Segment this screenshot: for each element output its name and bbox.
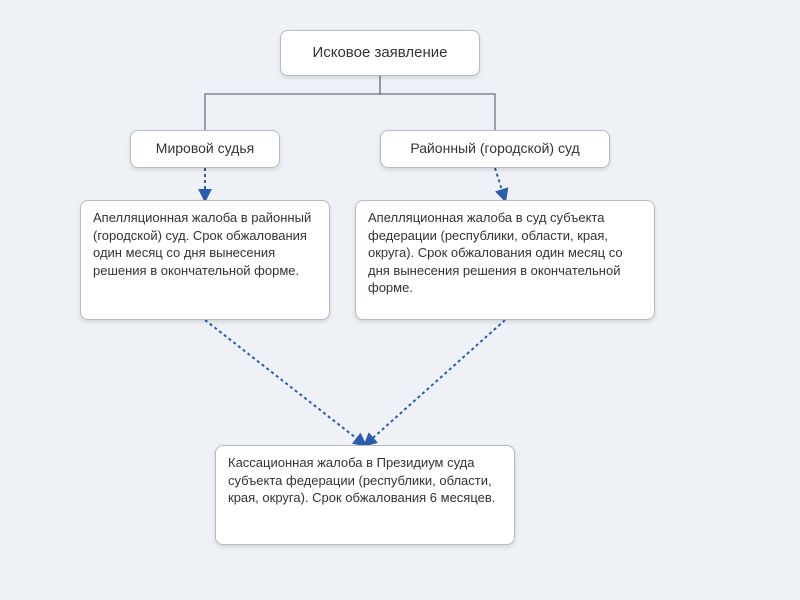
- diagram-canvas: Исковое заявление Мировой судья Районный…: [0, 0, 800, 600]
- node-label: Апелляционная жалоба в суд субъекта феде…: [368, 210, 623, 295]
- edge: [380, 76, 495, 130]
- edge: [205, 76, 380, 130]
- node-label: Мировой судья: [156, 140, 254, 156]
- edge: [495, 168, 505, 200]
- node-label: Кассационная жалоба в Президиум суда суб…: [228, 455, 495, 505]
- node-mid-right: Районный (городской) суд: [380, 130, 610, 168]
- node-root: Исковое заявление: [280, 30, 480, 76]
- node-label: Районный (городской) суд: [410, 140, 579, 156]
- node-bottom: Кассационная жалоба в Президиум суда суб…: [215, 445, 515, 545]
- node-label: Исковое заявление: [312, 44, 447, 61]
- node-label: Апелляционная жалоба в районный (городск…: [93, 210, 311, 278]
- node-detail-left: Апелляционная жалоба в районный (городск…: [80, 200, 330, 320]
- node-mid-left: Мировой судья: [130, 130, 280, 168]
- edge: [205, 320, 365, 445]
- edge: [365, 320, 505, 445]
- node-detail-right: Апелляционная жалоба в суд субъекта феде…: [355, 200, 655, 320]
